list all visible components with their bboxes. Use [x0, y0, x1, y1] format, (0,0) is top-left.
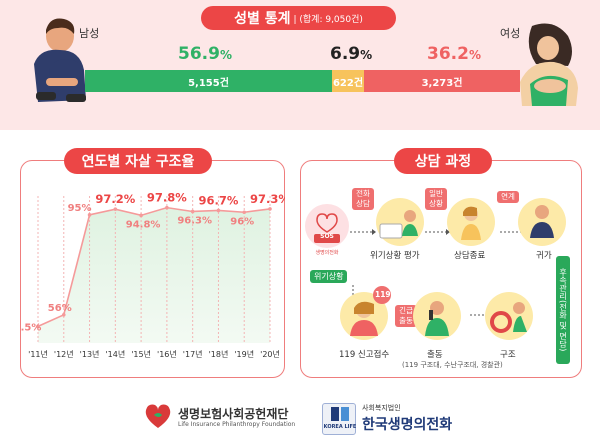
- male-percent: 56.9%: [178, 44, 232, 64]
- step-assess-label: 위기상황 평가: [370, 251, 420, 261]
- chart-value-label: 94.8%: [126, 219, 161, 230]
- tag-phone-counseling: 전화 상담: [352, 188, 374, 210]
- gender-stats-section: 성별 통계 | (합계: 9,050건) 남성 여성 56.9% 6.9% 36…: [0, 0, 600, 130]
- step-assess-illustration: [376, 198, 424, 246]
- chart-point: [36, 324, 40, 329]
- gender-stats-title: 성별 통계 | (합계: 9,050건): [201, 6, 396, 30]
- chart-value-label: 97.3%: [250, 192, 285, 206]
- rescue-rate-chart: 51.5% 56% 95%97.2% 94.8% 97.8% 96.3% 96.7% 96% 9…: [20, 191, 285, 359]
- org1-english-name: Life Insurance Philanthropy Foundation: [178, 421, 296, 428]
- chart-value-label: 56%: [48, 303, 72, 314]
- chart-x-tick-label: '16년: [157, 349, 177, 359]
- chart-x-tick-label: '14년: [105, 349, 125, 359]
- counselor-icon: [379, 210, 418, 239]
- tag-emergency-dispatch: 긴급 출동: [395, 305, 417, 327]
- step-dispatch-illustration: [413, 292, 461, 340]
- step-end-label: 상담종료: [454, 251, 486, 261]
- female-bar: 3,273건: [364, 70, 520, 92]
- followup-banner: 후속관리(전화 및 면담): [556, 256, 570, 364]
- chart-x-tick-label: '20년: [260, 349, 280, 359]
- step-end-illustration: [447, 198, 495, 246]
- tag-119: 119: [373, 286, 391, 304]
- org2-type: 사회복지법인: [362, 404, 401, 412]
- chart-value-label: 97.2%: [95, 192, 135, 206]
- chart-value-label: 97.8%: [147, 191, 187, 205]
- chart-x-tick-label: '12년: [54, 349, 74, 359]
- sos-phone-badge: SOS: [305, 204, 349, 248]
- rescuer-radio-icon: [425, 301, 449, 336]
- lifeline-logo: KOREA LIFE: [322, 403, 356, 435]
- chart-x-tick-label: '15년: [131, 349, 151, 359]
- step-report-label: 119 신고접수: [339, 350, 390, 360]
- chart-value-label: 51.5%: [20, 322, 41, 333]
- tag-link: 연계: [497, 191, 519, 203]
- chart-point: [113, 207, 118, 211]
- chart-x-tick-label: '11년: [28, 349, 48, 359]
- chart-point: [190, 209, 195, 214]
- man-sitting-icon: [530, 205, 554, 238]
- female-label: 여성: [500, 27, 521, 40]
- sad-man-illustration: [34, 18, 86, 102]
- rescue-ring-icon: [490, 302, 527, 333]
- chart-x-tick-label: '17년: [183, 349, 203, 359]
- chart-area: [38, 207, 270, 343]
- step-home-label: 귀가: [536, 251, 552, 261]
- org2-name: 한국생명의전화: [362, 417, 453, 433]
- unknown-percent: 6.9%: [330, 44, 373, 64]
- step-home-illustration: [518, 198, 566, 246]
- sad-woman-illustration: [520, 23, 578, 106]
- chart-line: [37, 206, 271, 328]
- chart-value-label: 96%: [230, 216, 254, 227]
- chart-x-tick-label: '13년: [80, 349, 100, 359]
- chart-point: [139, 213, 143, 218]
- chart-value-label: 96.3%: [177, 215, 212, 226]
- chart-value-label: 96.7%: [198, 193, 238, 207]
- counseling-process-title: 상담 과정: [394, 148, 492, 174]
- rescue-rate-title: 연도별 자살 구조율: [64, 148, 212, 174]
- chart-point: [61, 313, 66, 317]
- tag-general-situation: 일반 상황: [425, 188, 447, 210]
- phone-heart-icon: [314, 213, 340, 243]
- chart-value-label: 95%: [68, 203, 92, 214]
- rescue-team-note: (119 구조대, 수난구조대, 경찰관): [402, 361, 503, 369]
- male-bar: 5,155건: [85, 70, 332, 92]
- step-rescue-illustration: [485, 292, 533, 340]
- step-dispatch-label: 출동: [427, 350, 443, 360]
- chart-x-tick-label: '18년: [209, 349, 229, 359]
- step-rescue-label: 구조: [500, 350, 516, 360]
- operator-icon: [350, 301, 378, 336]
- org1-name: 생명보험사회공헌재단: [178, 407, 289, 421]
- chart-point: [268, 207, 272, 211]
- step-report-illustration: [340, 292, 388, 340]
- male-label: 남성: [79, 27, 100, 40]
- chart-point: [216, 208, 221, 213]
- chart-x-tick-label: '19년: [234, 349, 254, 359]
- tag-crisis-situation: 위기상황: [310, 270, 348, 283]
- lifeline-emblem-icon: [331, 407, 349, 421]
- chart-point: [165, 205, 169, 210]
- heart-logo-icon: [145, 404, 171, 428]
- unknown-bar: 622건: [332, 70, 364, 92]
- woman-phone-icon: [461, 206, 481, 240]
- chart-point: [87, 213, 92, 217]
- female-percent: 36.2%: [427, 44, 481, 64]
- chart-point: [242, 210, 247, 215]
